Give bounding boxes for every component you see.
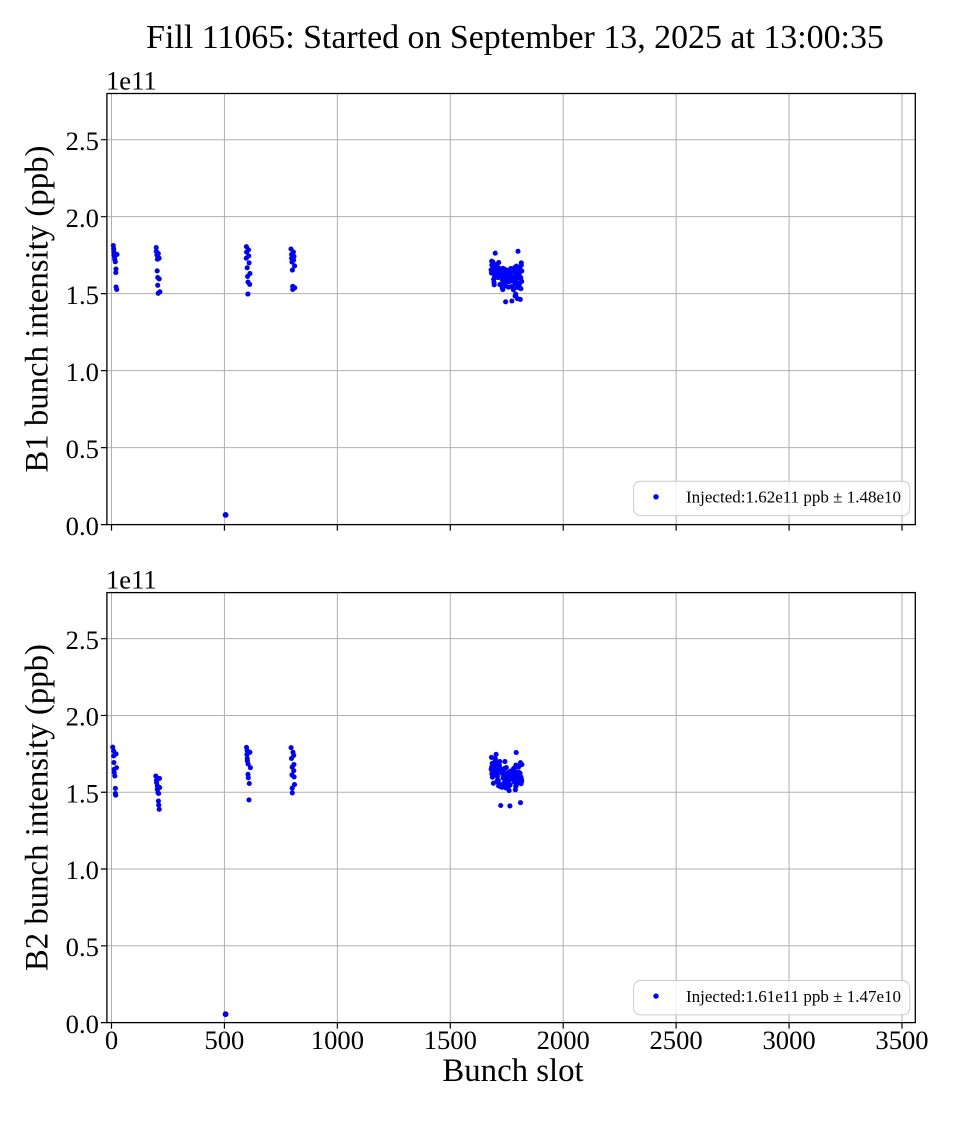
svg-text:3000: 3000 bbox=[763, 1025, 816, 1055]
svg-text:1e11: 1e11 bbox=[106, 565, 157, 595]
svg-text:Bunch slot: Bunch slot bbox=[442, 1053, 583, 1089]
svg-text:2.0: 2.0 bbox=[66, 203, 99, 233]
svg-text:0.5: 0.5 bbox=[66, 434, 99, 464]
svg-text:1.5: 1.5 bbox=[66, 280, 99, 310]
svg-text:Injected:1.61e11 ppb ± 1.47e10: Injected:1.61e11 ppb ± 1.47e10 bbox=[686, 987, 901, 1006]
svg-text:500: 500 bbox=[204, 1025, 244, 1055]
svg-text:2000: 2000 bbox=[537, 1025, 590, 1055]
svg-text:B2 bunch intensity (ppb): B2 bunch intensity (ppb) bbox=[20, 644, 56, 971]
svg-text:3500: 3500 bbox=[875, 1025, 928, 1055]
svg-text:2.5: 2.5 bbox=[66, 625, 99, 655]
svg-text:1000: 1000 bbox=[311, 1025, 364, 1055]
svg-text:B1 bunch intensity (ppb): B1 bunch intensity (ppb) bbox=[20, 146, 56, 473]
svg-text:0.0: 0.0 bbox=[66, 511, 99, 541]
svg-text:Fill 11065: Started on Septemb: Fill 11065: Started on September 13, 202… bbox=[146, 19, 884, 56]
svg-text:0: 0 bbox=[105, 1025, 118, 1055]
svg-text:1.0: 1.0 bbox=[66, 357, 99, 387]
svg-text:0.0: 0.0 bbox=[66, 1009, 99, 1039]
svg-text:0.5: 0.5 bbox=[66, 932, 99, 962]
svg-text:2.0: 2.0 bbox=[66, 702, 99, 732]
svg-text:1.5: 1.5 bbox=[66, 778, 99, 808]
svg-text:2500: 2500 bbox=[650, 1025, 703, 1055]
svg-text:2.5: 2.5 bbox=[66, 126, 99, 156]
svg-text:1.0: 1.0 bbox=[66, 855, 99, 885]
svg-text:1e11: 1e11 bbox=[106, 66, 157, 96]
svg-text:1500: 1500 bbox=[424, 1025, 477, 1055]
svg-text:Injected:1.62e11 ppb ± 1.48e10: Injected:1.62e11 ppb ± 1.48e10 bbox=[686, 488, 901, 507]
